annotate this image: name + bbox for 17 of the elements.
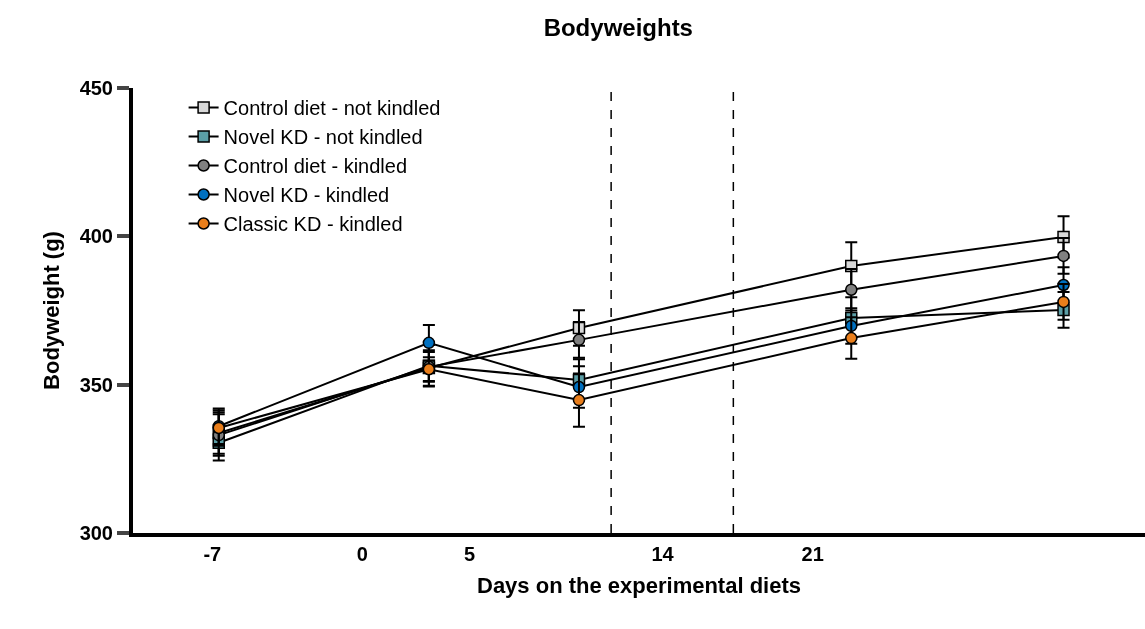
legend-label: Novel KD - kindled bbox=[223, 184, 390, 207]
legend-label: Novel KD - not kindled bbox=[223, 126, 423, 149]
y-tick-label: 450 bbox=[79, 77, 113, 99]
x-tick-label: 5 bbox=[464, 543, 476, 565]
x-tick-label: 21 bbox=[801, 543, 824, 565]
x-tick-label: -7 bbox=[203, 543, 222, 565]
x-tick-label: 0 bbox=[356, 543, 368, 565]
y-axis-title: Bodyweight (g) bbox=[38, 231, 64, 390]
chart-title: Bodyweights bbox=[543, 13, 693, 41]
x-tick-label: 14 bbox=[651, 543, 675, 565]
legend-label: Control diet - kindled bbox=[223, 155, 408, 178]
legend-label: Control diet - not kindled bbox=[223, 97, 441, 120]
y-tick-label: 400 bbox=[79, 225, 113, 248]
y-tick-label: 300 bbox=[79, 522, 113, 544]
legend-label: Classic KD - kindled bbox=[223, 213, 403, 236]
y-tick-label: 350 bbox=[79, 373, 113, 396]
x-axis-title: Days on the experimental diets bbox=[477, 573, 801, 599]
